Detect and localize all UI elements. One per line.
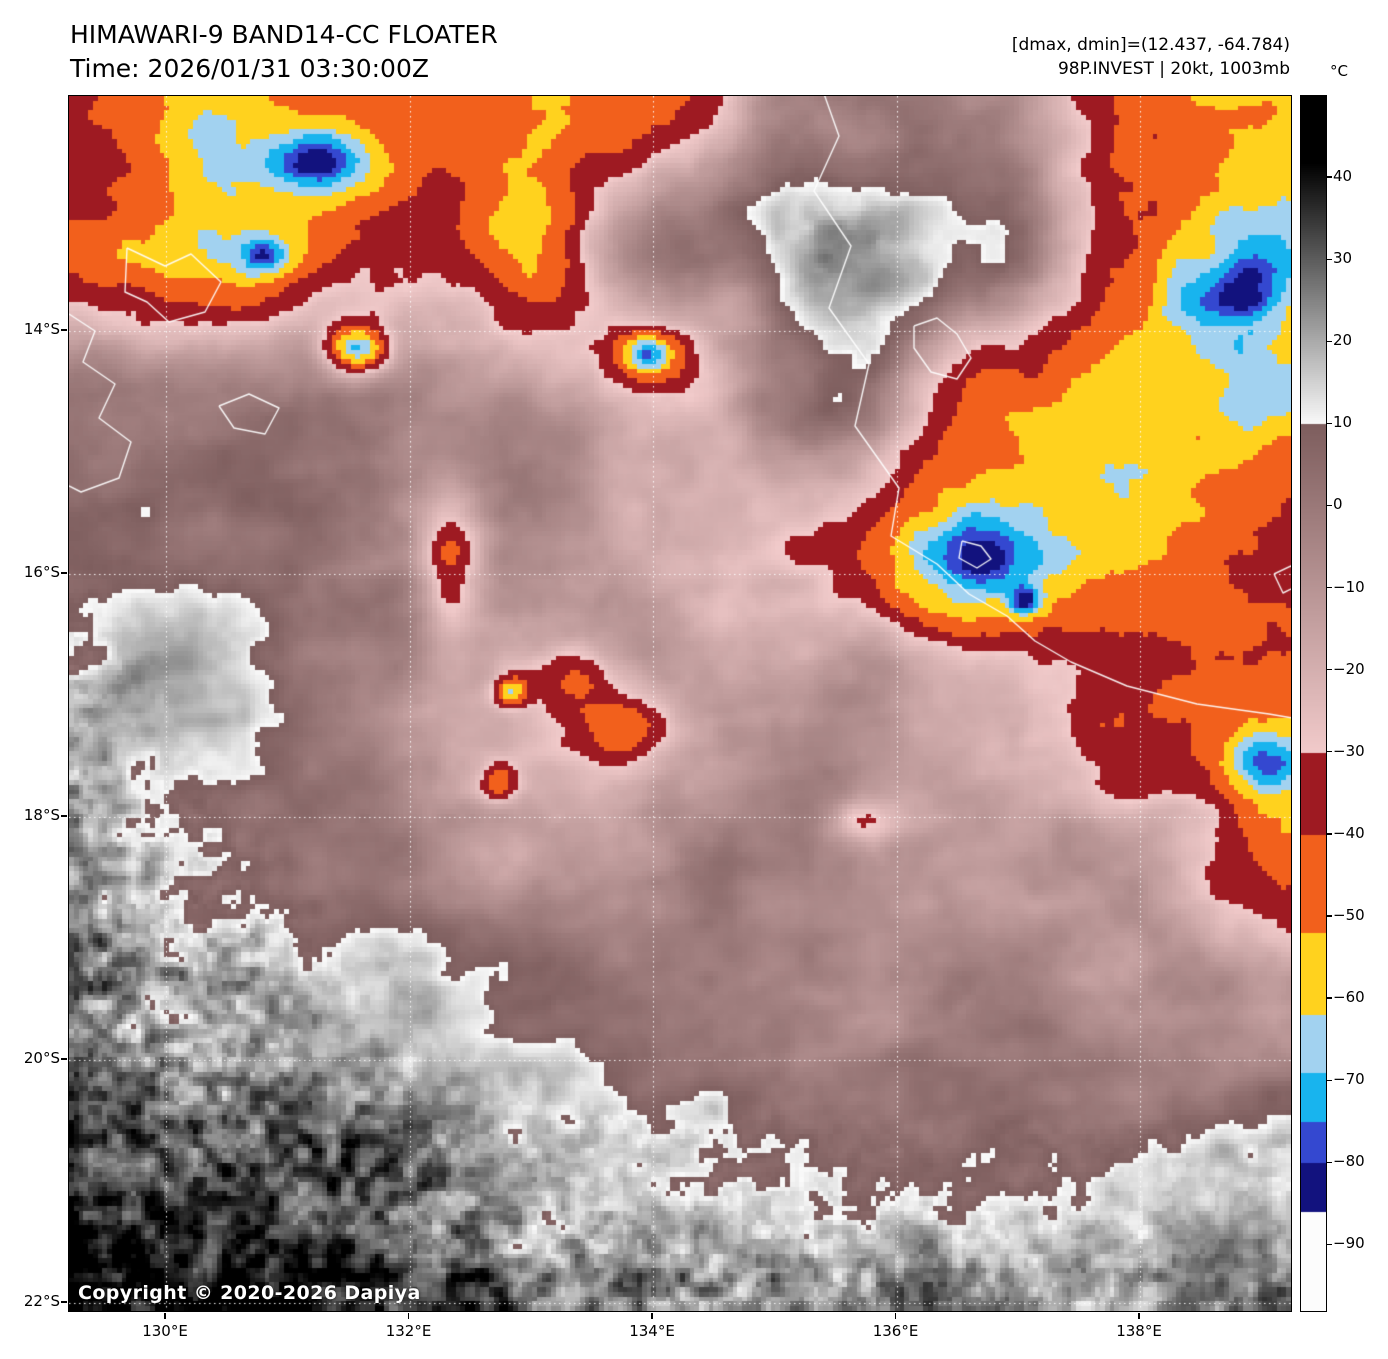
lat-tick-mark [61,329,67,331]
cbar-tick-mark [1327,1161,1332,1163]
cbar-tick-label: −20 [1333,659,1365,678]
cbar-tick-mark [1327,586,1332,589]
cbar-tick-label: 30 [1333,249,1353,268]
cbar-tick-label: −90 [1333,1234,1365,1253]
cbar-tick-mark [1327,504,1332,507]
lon-tick-mark [1138,1313,1140,1319]
cbar-tick-label: −80 [1333,1152,1365,1171]
cbar-tick-mark [1327,669,1332,671]
lat-tick-mark [61,1301,67,1303]
cbar-tick-mark [1327,1243,1332,1246]
lon-tick-label: 132°E [385,1322,432,1340]
lat-tick-label: 14°S [23,319,60,338]
colorbar-unit-label: °C [1330,62,1348,80]
copyright-label: Copyright © 2020-2026 Dapiya [78,1282,421,1304]
cbar-tick-label: 20 [1333,331,1353,350]
lon-tick-label: 138°E [1116,1322,1162,1340]
lon-tick-mark [407,1313,410,1319]
dmax-dmin-annotation: [dmax, dmin]=(12.437, -64.784) [1011,35,1290,55]
lat-tick-label: 16°S [23,562,60,581]
figure-time: Time: 2026/01/31 03:30:00Z [70,54,429,83]
satellite-map-canvas [69,96,1291,1311]
cbar-tick-mark [1327,915,1332,917]
lon-tick-label: 136°E [872,1322,919,1340]
lon-tick-mark [894,1313,897,1319]
figure-title: HIMAWARI-9 BAND14-CC FLOATER [70,20,498,49]
cbar-tick-label: 0 [1333,495,1343,514]
cbar-tick-mark [1327,997,1332,999]
cbar-tick-label: 10 [1333,413,1353,432]
cbar-tick-mark [1327,833,1332,835]
lat-tick-mark [61,815,67,817]
header-left: HIMAWARI-9 BAND14-CC FLOATER Time: 2026/… [70,18,498,86]
lat-tick-label: 18°S [23,805,60,824]
cbar-tick-label: 40 [1333,167,1353,186]
map-frame: Copyright © 2020-2026 Dapiya [68,95,1292,1312]
lon-tick-label: 130°E [142,1322,188,1340]
lat-tick-mark [61,572,67,574]
colorbar-gradient [1301,96,1326,1311]
lat-tick-label: 20°S [23,1048,60,1067]
cbar-tick-label: −60 [1333,988,1365,1007]
cbar-tick-mark [1327,1079,1332,1081]
lat-tick-mark [61,1058,67,1060]
header-right: [dmax, dmin]=(12.437, -64.784) 98P.INVES… [1012,33,1290,81]
lat-tick-label: 22°S [23,1291,60,1310]
storm-info-annotation: 98P.INVEST | 20kt, 1003mb [1057,59,1290,79]
cbar-tick-mark [1327,751,1332,753]
lon-tick-label: 134°E [629,1322,675,1340]
lon-tick-mark [164,1313,166,1319]
cbar-tick-label: −50 [1333,905,1365,924]
cbar-tick-mark [1327,176,1332,178]
cbar-tick-label: −40 [1333,823,1365,842]
lon-tick-mark [651,1313,653,1319]
cbar-tick-label: −10 [1333,577,1365,596]
colorbar [1300,95,1327,1312]
cbar-tick-label: −30 [1333,741,1365,760]
cbar-tick-mark [1327,258,1332,260]
cbar-tick-mark [1327,422,1332,425]
cbar-tick-mark [1327,340,1332,342]
cbar-tick-label: −70 [1333,1070,1365,1089]
